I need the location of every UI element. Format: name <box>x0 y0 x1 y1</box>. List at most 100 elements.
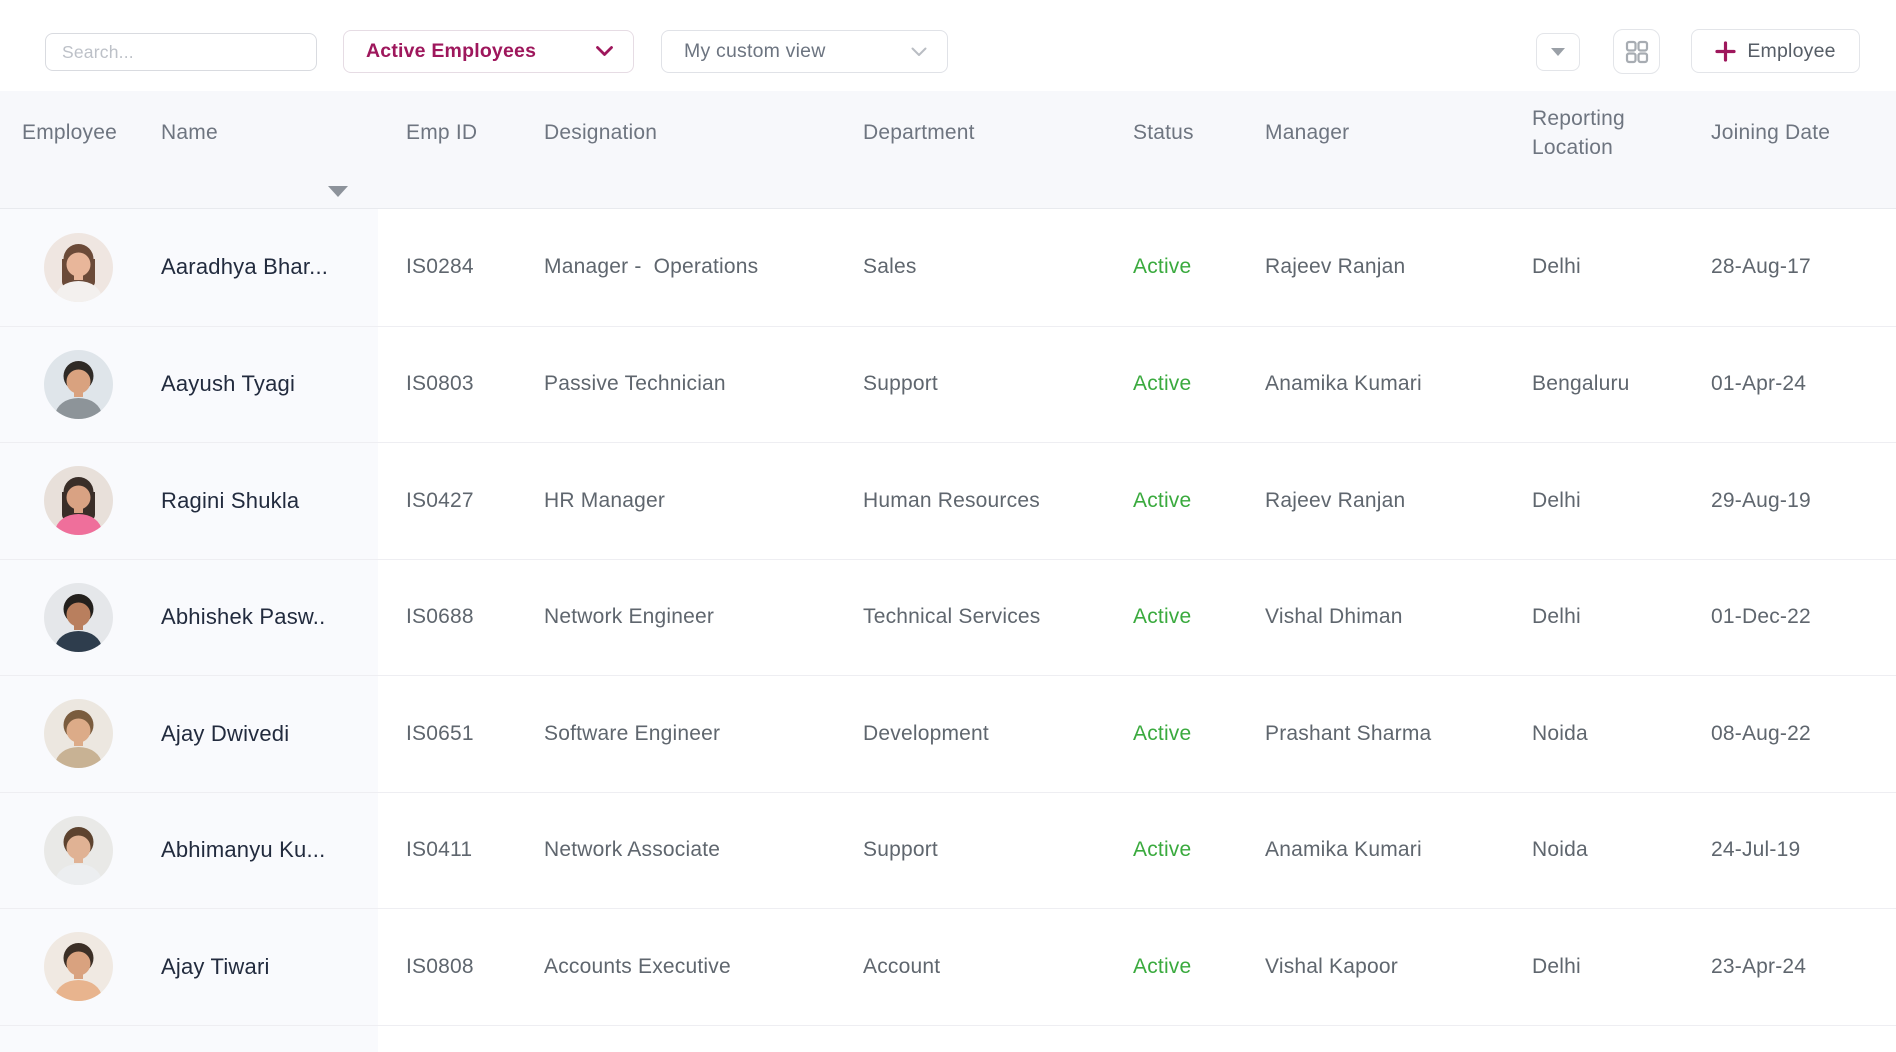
employee-avatar-cell <box>0 676 140 792</box>
avatar[interactable] <box>44 932 113 1002</box>
employee-status-badge: Active <box>1133 255 1192 279</box>
employee-department: Support <box>863 838 938 862</box>
employee-avatar-cell <box>0 326 140 442</box>
employee-avatar-cell <box>0 909 140 1025</box>
employee-reporting-location: Delhi <box>1532 954 1581 978</box>
employee-name[interactable]: Ragini Shukla <box>140 443 378 559</box>
bulk-action-caret-button[interactable] <box>1536 33 1580 71</box>
employee-reporting-location: Noida <box>1532 721 1588 745</box>
employee-manager: Vishal Kapoor <box>1265 954 1398 978</box>
employee-joining-date: 01-Dec-22 <box>1711 605 1811 629</box>
table-row[interactable]: Abhimanyu Ku... IS0411 Network Associate… <box>0 791 1896 908</box>
employee-reporting-location: Delhi <box>1532 255 1581 279</box>
table-row[interactable]: Aaradhya Bhar... IS0284 Manager - Operat… <box>0 209 1896 326</box>
column-header-label: Manager <box>1265 121 1350 145</box>
add-employee-label: Employee <box>1747 39 1836 62</box>
avatar[interactable] <box>44 466 113 536</box>
column-header-manager[interactable]: Manager <box>1265 91 1532 208</box>
employee-filter-dropdown[interactable]: Active Employees <box>343 30 634 73</box>
employee-avatar-cell <box>0 209 140 326</box>
layout-toggle-button[interactable] <box>1613 29 1660 74</box>
table-row[interactable]: Ragini Shukla IS0427 HR Manager Human Re… <box>0 442 1896 559</box>
avatar[interactable] <box>44 582 113 652</box>
employee-designation: HR Manager <box>544 488 666 512</box>
table-row[interactable]: Ajay Tiwari IS0808 Accounts Executive Ac… <box>0 908 1896 1025</box>
custom-view-dropdown[interactable]: My custom view <box>661 30 948 73</box>
employee-id: IS0803 <box>406 372 474 396</box>
employee-department: Account <box>863 954 941 978</box>
row-stub <box>378 1026 1896 1052</box>
column-header-department[interactable]: Department <box>863 91 1133 208</box>
employee-status-badge: Active <box>1133 954 1192 978</box>
employee-manager: Prashant Sharma <box>1265 721 1432 745</box>
table-row[interactable]: Ajay Dwivedi IS0651 Software Engineer De… <box>0 675 1896 792</box>
employee-name[interactable]: Abhimanyu Ku... <box>140 792 378 908</box>
table-header: Employee Name Emp ID Designation Department S… <box>0 91 1896 209</box>
employee-reporting-location: Delhi <box>1532 605 1581 629</box>
employee-status-badge: Active <box>1133 838 1192 862</box>
sort-descending-icon[interactable] <box>328 186 348 197</box>
employee-joining-date: 28-Aug-17 <box>1711 255 1811 279</box>
column-header-label: Department <box>863 121 975 145</box>
frozen-column-stub <box>0 1025 378 1052</box>
employee-reporting-location: Noida <box>1532 838 1588 862</box>
table-row-partial <box>0 1024 1896 1052</box>
employee-manager: Rajeev Ranjan <box>1265 488 1406 512</box>
employee-status-badge: Active <box>1133 721 1192 745</box>
employee-id: IS0411 <box>406 838 473 862</box>
column-header-employee[interactable]: Employee <box>0 91 140 208</box>
avatar[interactable] <box>44 232 113 302</box>
grid-icon <box>1625 40 1649 64</box>
employee-id: IS0427 <box>406 488 474 512</box>
column-header-designation[interactable]: Designation <box>544 91 863 208</box>
avatar[interactable] <box>44 815 113 885</box>
employee-status-badge: Active <box>1133 372 1192 396</box>
employee-id: IS0651 <box>406 721 474 745</box>
employee-id: IS0808 <box>406 954 474 978</box>
chevron-down-icon <box>596 46 613 57</box>
employee-department: Technical Services <box>863 605 1041 629</box>
employee-department: Support <box>863 372 938 396</box>
column-header-status[interactable]: Status <box>1133 91 1265 208</box>
employee-name[interactable]: Aaradhya Bhar... <box>140 209 378 326</box>
column-header-joining_date[interactable]: Joining Date <box>1711 91 1896 208</box>
column-header-label: Joining Date <box>1711 121 1831 145</box>
column-header-label: Name <box>161 121 218 145</box>
employee-status-badge: Active <box>1133 488 1192 512</box>
column-header-label: Designation <box>544 121 658 145</box>
table-row[interactable]: Aayush Tyagi IS0803 Passive Technician S… <box>0 325 1896 442</box>
employee-joining-date: 29-Aug-19 <box>1711 488 1811 512</box>
add-employee-button[interactable]: Employee <box>1691 29 1860 73</box>
employee-avatar-cell <box>0 792 140 908</box>
employee-avatar-cell <box>0 443 140 559</box>
employee-table: Employee Name Emp ID Designation Department S… <box>0 91 1896 1052</box>
avatar[interactable] <box>44 349 113 419</box>
chevron-down-icon <box>911 47 927 57</box>
employee-name[interactable]: Ajay Dwivedi <box>140 676 378 792</box>
employee-status-badge: Active <box>1133 605 1192 629</box>
table-row[interactable]: Abhishek Pasw.. IS0688 Network Engineer … <box>0 558 1896 675</box>
column-header-label: Employee <box>22 121 117 145</box>
column-header-emp_id[interactable]: Emp ID <box>378 91 544 208</box>
employee-name[interactable]: Aayush Tyagi <box>140 326 378 442</box>
column-header-reporting_location[interactable]: Reporting Location <box>1532 91 1711 208</box>
custom-view-value: My custom view <box>684 40 826 62</box>
column-header-name[interactable]: Name <box>140 91 378 208</box>
employee-name[interactable]: Ajay Tiwari <box>140 909 378 1025</box>
table-body: Aaradhya Bhar... IS0284 Manager - Operat… <box>0 209 1896 1025</box>
employee-joining-date: 24-Jul-19 <box>1711 838 1801 862</box>
search-input[interactable] <box>45 33 317 71</box>
employee-filter-value: Active Employees <box>366 40 537 62</box>
avatar[interactable] <box>44 699 113 769</box>
employee-manager: Anamika Kumari <box>1265 838 1422 862</box>
employee-designation: Passive Technician <box>544 372 726 396</box>
plus-icon <box>1715 40 1736 62</box>
employee-designation: Software Engineer <box>544 721 721 745</box>
column-header-label: Reporting Location <box>1532 106 1625 159</box>
employee-avatar-cell <box>0 559 140 675</box>
toolbar: Active Employees My custom view <box>0 0 1896 91</box>
column-header-label: Emp ID <box>406 121 478 145</box>
employee-designation: Network Engineer <box>544 605 715 629</box>
employee-name[interactable]: Abhishek Pasw.. <box>140 559 378 675</box>
